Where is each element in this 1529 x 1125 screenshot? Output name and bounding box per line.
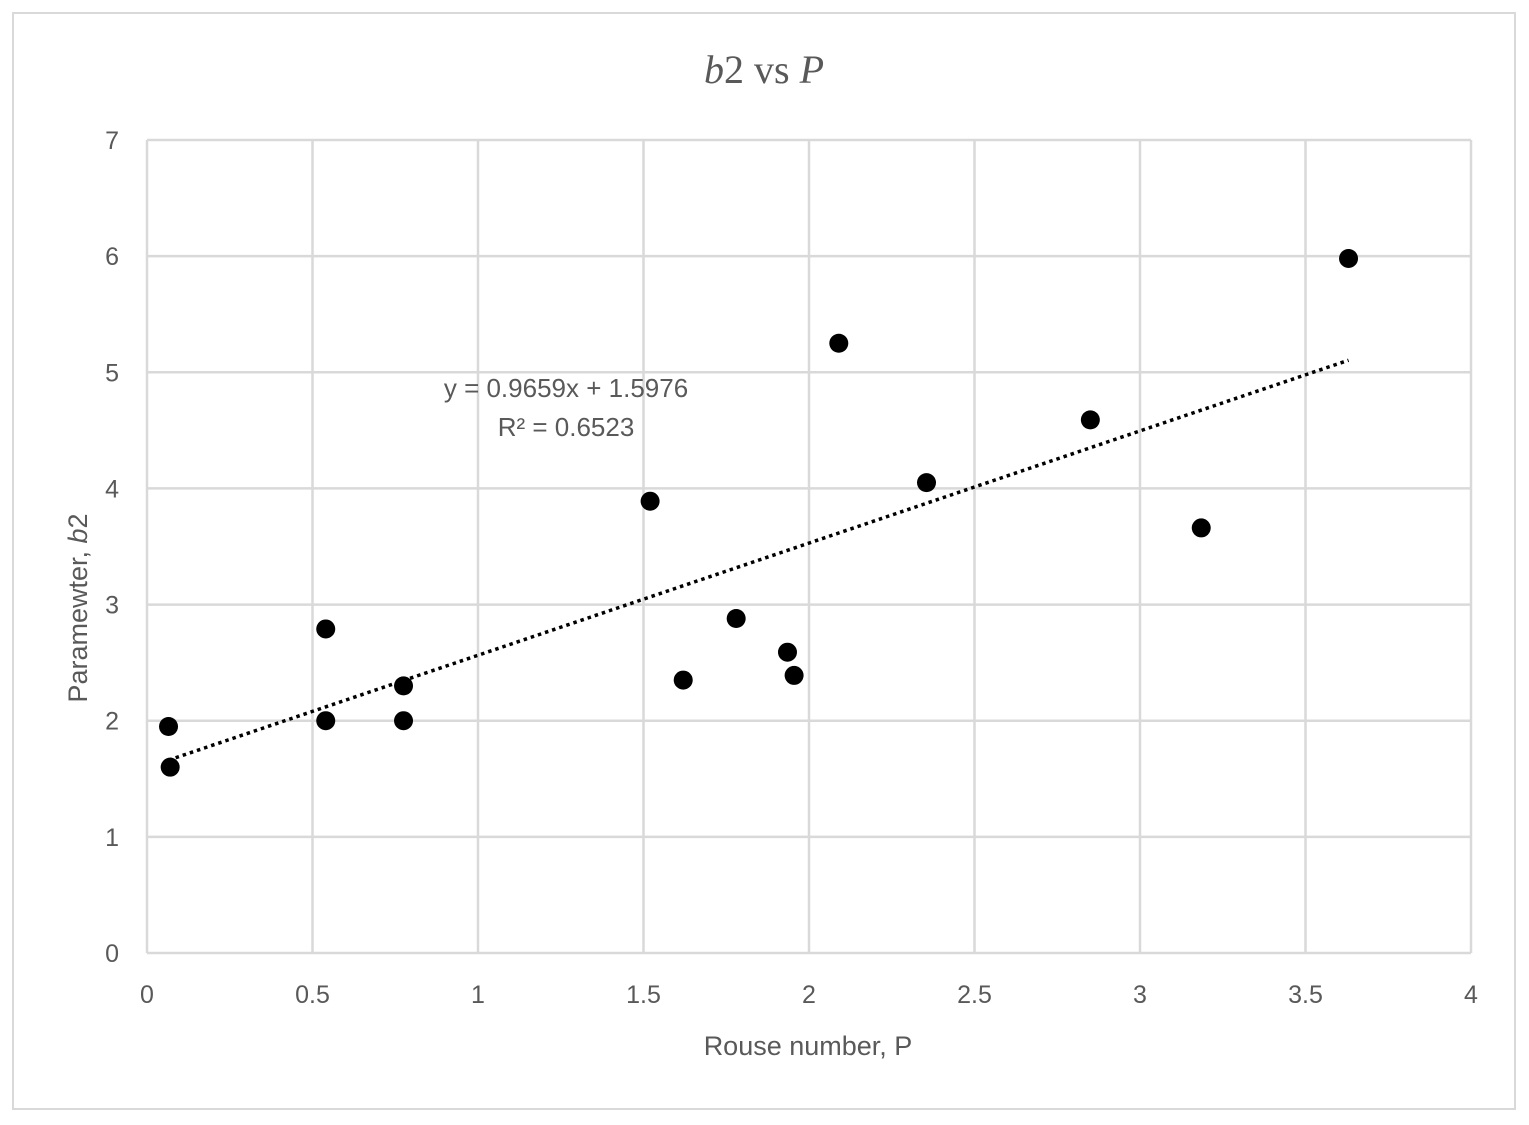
y-tick-label: 1: [105, 824, 119, 852]
grid: [145, 138, 1473, 955]
chart-frame: [12, 12, 1516, 1110]
trendline-group: [167, 358, 1350, 762]
x-tick-label: 4: [1464, 981, 1478, 1009]
x-tick-label: 1.5: [626, 981, 661, 1009]
data-point: [917, 473, 937, 493]
data-point: [726, 609, 746, 629]
data-point: [160, 757, 180, 777]
data-point: [777, 642, 797, 662]
y-tick-label: 7: [105, 127, 119, 155]
x-tick-label: 2.5: [957, 981, 992, 1009]
x-tick-label: 0: [140, 981, 154, 1009]
data-point: [316, 711, 336, 731]
x-axis-title: Rouse number, P: [704, 1031, 913, 1061]
data-point: [1191, 518, 1211, 538]
data-point: [673, 670, 693, 690]
x-tick-label: 1: [471, 981, 485, 1009]
x-tick-label: 0.5: [295, 981, 330, 1009]
y-axis-title: Paramewter, b2: [63, 513, 93, 702]
data-point: [1080, 410, 1100, 430]
trendline-r2: R² = 0.6523: [498, 412, 635, 442]
x-tick-label: 3.5: [1288, 981, 1323, 1009]
y-tick-label: 4: [105, 475, 119, 503]
y-tick-label: 3: [105, 592, 119, 620]
data-point: [1339, 248, 1359, 268]
x-tick-label: 2: [802, 981, 816, 1009]
x-tick-label: 3: [1133, 981, 1147, 1009]
y-axis-ticks: 0 1 2 3 4 5 6 7: [105, 127, 119, 968]
data-point: [159, 717, 179, 737]
data-point: [640, 491, 660, 511]
data-point: [784, 665, 804, 685]
trendline: [167, 358, 1350, 762]
trendline-equation: y = 0.9659x + 1.5976: [444, 373, 688, 403]
data-point: [394, 711, 414, 731]
data-point: [829, 333, 849, 353]
data-point: [316, 619, 336, 639]
x-axis-ticks: 0 0.5 1 1.5 2 2.5 3 3.5 4: [140, 981, 1478, 1009]
y-tick-label: 6: [105, 243, 119, 271]
y-tick-label: 2: [105, 708, 119, 736]
y-tick-label: 0: [105, 940, 119, 968]
data-points: [159, 248, 1359, 777]
y-tick-label: 5: [105, 359, 119, 387]
chart-title: b2 vs P: [704, 47, 824, 92]
data-point: [394, 676, 414, 696]
